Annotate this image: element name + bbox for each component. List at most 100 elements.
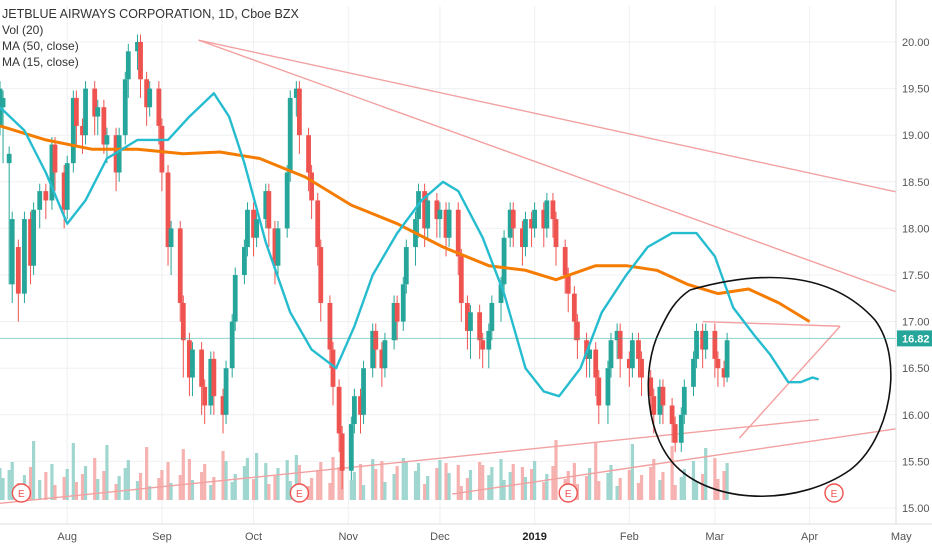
candle-body [180,302,186,341]
legend-volume: Vol (20) [2,23,44,37]
volume-bar [328,483,332,500]
volume-bar [588,468,592,500]
volume-bar [704,448,708,500]
candle-body [348,424,354,471]
x-tick-label: Mar [705,531,724,543]
candle-body [95,107,101,117]
volume-bar [230,482,234,500]
volume-bar [93,458,97,500]
candle-body [394,302,400,322]
earnings-marker-label: E [18,489,25,500]
candle-body [489,302,495,331]
volume-bar [242,466,246,500]
volume-bar [53,485,57,500]
candle-body [614,330,620,341]
candle-body [296,88,302,136]
candle-body [629,340,635,369]
x-tick-label: Oct [245,531,262,543]
candle-body [232,275,238,322]
candle-body [361,368,366,415]
volume-bar [487,475,491,500]
x-tick-label: Apr [801,531,818,543]
volume-bar [392,474,396,500]
volume-bar [545,474,549,500]
volume-bar [337,467,341,500]
volume-bar [435,468,439,500]
candle-body [498,284,504,303]
candle-body [168,228,174,248]
price-axis-bg [896,0,932,550]
candle-body [64,163,70,210]
volume-bar [71,443,75,500]
candle-body [242,247,247,275]
volume-bar [609,465,613,500]
candle-body [315,200,321,248]
volume-bar [722,471,726,500]
volume-bar [96,479,100,500]
volume-bar [102,471,106,500]
volume-bar [80,474,85,500]
candlesticks [0,34,730,490]
volume-bar [0,468,2,500]
volume-bar [358,464,363,500]
candle-body [382,340,388,369]
volume-bar [105,445,109,500]
candle-body [125,51,131,80]
x-tick-label: Sep [152,531,172,543]
candle-body [202,386,208,406]
candle-body [101,107,107,145]
candle-body [587,349,593,359]
volume-bar [212,477,216,500]
volume-bar [661,472,665,500]
candle-body [379,349,385,369]
volume-bar [713,458,717,500]
volume-bar [135,481,140,500]
y-tick-label: 17.00 [902,317,930,329]
volume-bar [62,477,66,500]
volume-bar [597,481,601,500]
volume-bar [502,480,506,500]
candle-body [712,330,718,359]
volume-bar [148,486,152,500]
y-tick-label: 15.00 [902,503,930,515]
ma50-line [0,124,811,323]
volume-bar [209,485,213,500]
candle-body [544,200,550,229]
volume-bar [83,466,88,500]
last-price-label: 16.82 [902,333,930,345]
candle-body [501,237,507,285]
candle-body [339,433,345,471]
candle-body [608,340,614,369]
y-tick-label: 19.00 [902,130,930,142]
candle-body [651,396,657,415]
earnings-marker [11,483,32,503]
earnings-marker-label: E [831,489,838,500]
candle-body [465,302,470,331]
candle-body [251,209,256,238]
volume-bar [529,469,534,500]
x-tick-label: May [891,531,912,543]
volume-bar [639,475,644,500]
volume-bar [444,463,448,500]
time-axis-bg [0,524,932,550]
volume-bar [636,483,641,500]
volume-bar [395,466,399,500]
last-price-badge [897,330,932,347]
y-tick-label: 15.50 [902,456,930,468]
candle-body [596,377,602,406]
volume-bar [658,480,662,500]
candle-body [327,302,333,350]
candle-body [104,135,110,145]
candle-body [254,219,260,238]
candle-body [724,340,730,378]
candle-body [681,386,687,415]
volume-bar [401,458,405,500]
candle-body [43,191,49,201]
volume-bar [267,484,271,500]
candle-body [486,330,492,350]
candle-body [135,42,140,52]
volume-bar [404,461,408,500]
